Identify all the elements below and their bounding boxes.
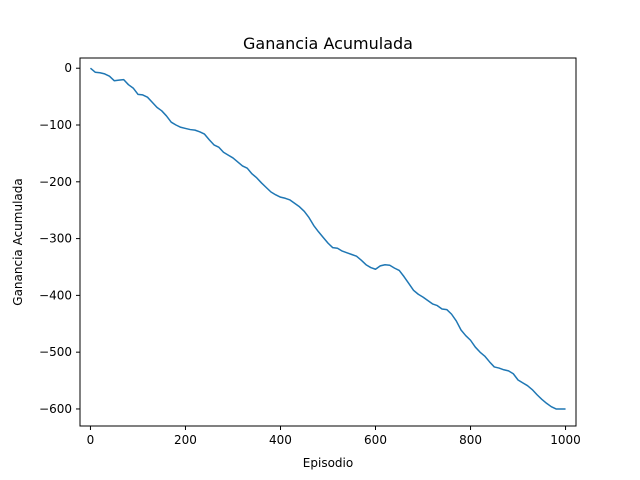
x-tick-label: 1000 [550,433,581,447]
y-tick-label: −500 [39,345,72,359]
y-tick-label: −400 [39,288,72,302]
x-tick-label: 800 [459,433,482,447]
series-line [89,67,566,410]
x-tick-label: 0 [87,433,95,447]
x-tick-label: 400 [269,433,292,447]
y-tick-label: 0 [64,61,72,75]
y-tick-label: −100 [39,118,72,132]
chart-title: Ganancia Acumulada [243,34,413,53]
x-tick-label: 600 [364,433,387,447]
axes-frame [79,57,577,427]
y-tick-label: −600 [39,402,72,416]
y-tick-label: −200 [39,175,72,189]
x-axis-label: Episodio [303,456,353,470]
x-tick-label: 200 [174,433,197,447]
plot-area: 0 200 400 600 800 1000 0 −100 −200 −300 −400 −500 −6… [39,57,581,447]
y-axis-label: Ganancia Acumulada [11,178,25,305]
y-tick-label: −300 [39,232,72,246]
